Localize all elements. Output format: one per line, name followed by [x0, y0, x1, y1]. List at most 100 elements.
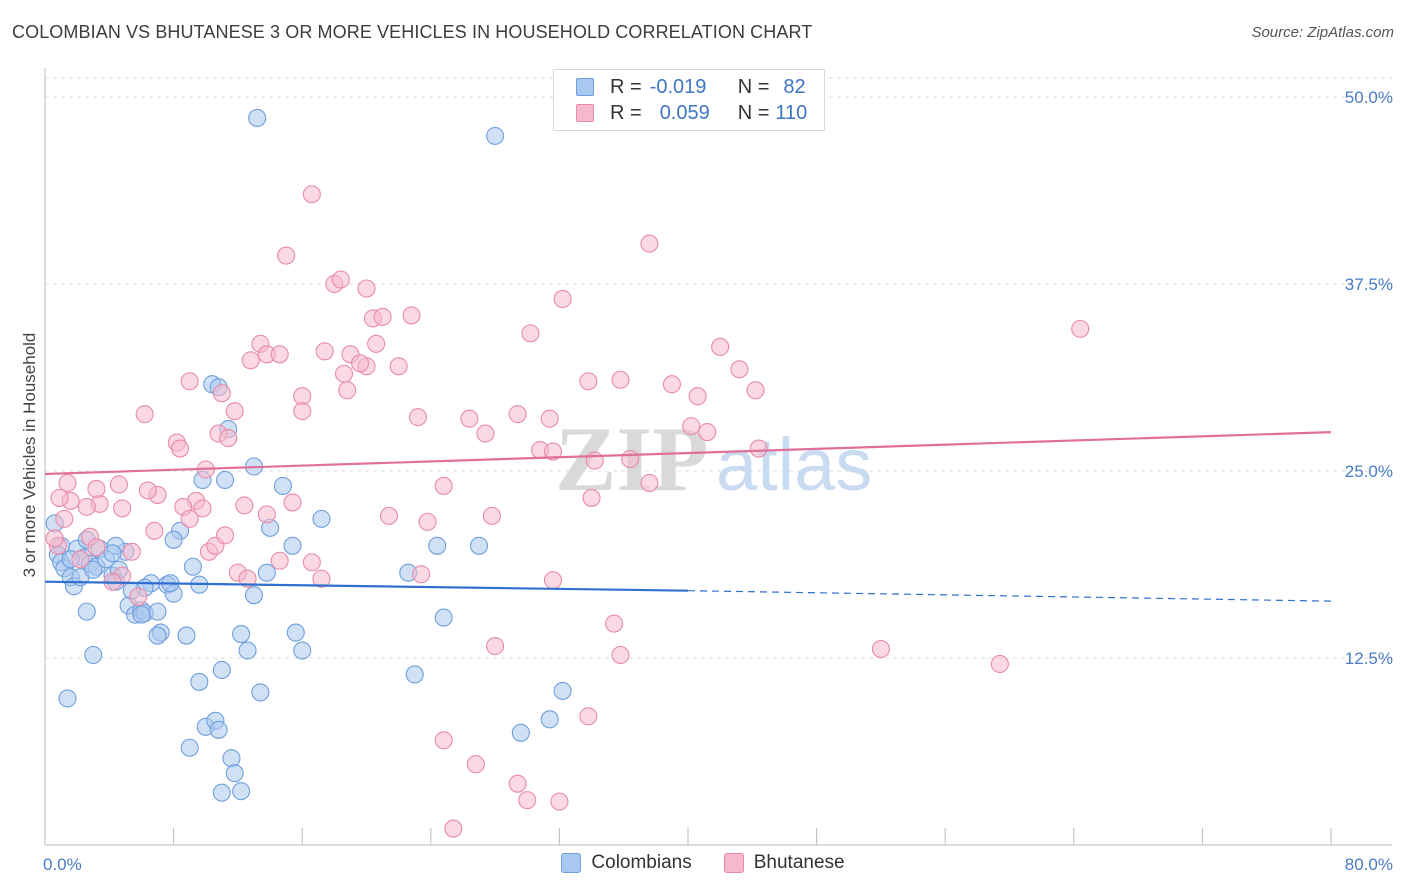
- bhutanese-point: [749, 439, 768, 458]
- colombians-point: [190, 672, 209, 691]
- colombians-point: [469, 536, 489, 555]
- bhutanese-swatch: [723, 853, 744, 873]
- colombians-point: [215, 470, 235, 490]
- bhutanese-point: [71, 550, 90, 569]
- bhutanese-point: [215, 526, 235, 545]
- colombians-point: [238, 641, 257, 660]
- bhutanese-point: [412, 565, 431, 584]
- colombians-point: [180, 738, 199, 757]
- bhutanese-point: [58, 473, 77, 493]
- colombians-point: [257, 563, 276, 582]
- colombians-point: [251, 683, 270, 702]
- bhutanese-point: [543, 571, 563, 590]
- bhutanese-point: [87, 479, 106, 499]
- colombians-point: [511, 723, 530, 742]
- colombians-point: [84, 645, 103, 665]
- bhutanese-point: [351, 354, 370, 373]
- colombians-point: [248, 108, 267, 127]
- bhutanese-point: [585, 451, 604, 470]
- bhutanese-point: [379, 506, 399, 525]
- bhutanese-point: [373, 307, 392, 326]
- source-label: Source: ZipAtlas.com: [1251, 24, 1394, 41]
- bhutanese-point: [402, 306, 421, 325]
- bhutanese-point: [338, 381, 357, 400]
- r-label: R =: [610, 101, 642, 124]
- n-value: 110: [775, 101, 808, 124]
- bhutanese-point: [553, 289, 572, 309]
- bhutanese-swatch: [576, 104, 594, 122]
- bhutanese-point: [682, 417, 701, 436]
- chart-title: COLOMBIAN VS BHUTANESE 3 OR MORE VEHICLE…: [12, 22, 813, 42]
- legend-item-bhutanese: Bhutanese: [723, 852, 845, 874]
- bhutanese-point: [486, 636, 505, 656]
- colombians-point: [283, 536, 302, 555]
- bhutanese-point: [389, 357, 408, 376]
- bhutanese-point: [508, 405, 527, 424]
- bhutanese-point: [543, 442, 563, 461]
- bhutanese-point: [1071, 319, 1090, 338]
- legend-row-bhutanese: R = 0.059 N = 110: [576, 101, 807, 125]
- bhutanese-point: [418, 512, 437, 531]
- colombians-point: [183, 557, 202, 576]
- bhutanese-point: [611, 370, 630, 389]
- colombians-point: [103, 544, 122, 563]
- colombians-point: [434, 608, 453, 627]
- bhutanese-point: [302, 553, 321, 572]
- y-tick-label: 25.0%: [1345, 462, 1393, 481]
- bhutanese-point: [688, 387, 707, 406]
- y-tick-label: 50.0%: [1345, 88, 1393, 107]
- bhutanese-point: [87, 538, 106, 557]
- bhutanese-point: [235, 496, 254, 515]
- bhutanese-point: [334, 364, 354, 383]
- axes: [44, 68, 1392, 846]
- bhutanese-point: [871, 639, 890, 659]
- series-legend: Colombians Bhutanese: [0, 852, 1406, 874]
- bhutanese-point: [138, 481, 157, 500]
- bhutanese-point: [113, 499, 132, 518]
- colombians-point: [405, 665, 424, 684]
- bhutanese-point: [408, 408, 427, 427]
- colombians-point: [58, 689, 77, 708]
- bhutanese-point: [109, 475, 128, 494]
- colombians-points: [45, 108, 572, 802]
- colombians-point: [164, 530, 183, 549]
- bhutanese-point: [444, 819, 463, 838]
- bhutanese-point: [277, 246, 296, 265]
- colombians-point: [212, 783, 231, 802]
- bhutanese-point: [315, 342, 334, 361]
- bhutanese-point: [508, 774, 527, 793]
- colombians-point: [540, 710, 559, 729]
- bhutanese-point: [711, 337, 730, 356]
- bhutanese-point: [367, 334, 386, 353]
- watermark-atlas: atlas: [716, 423, 872, 506]
- colombians-trend-line: [44, 580, 689, 592]
- colombians-point: [209, 720, 228, 739]
- bhutanese-point: [434, 731, 453, 750]
- bhutanese-point: [45, 529, 64, 548]
- bhutanese-point: [312, 569, 331, 588]
- bhutanese-point: [129, 587, 148, 606]
- legend-item-colombians: Colombians: [561, 852, 692, 874]
- bhutanese-point: [640, 473, 659, 493]
- n-label: N =: [737, 101, 770, 124]
- bhutanese-point: [135, 405, 154, 424]
- bhutanese-point: [640, 234, 659, 253]
- bhutanese-point: [746, 381, 765, 400]
- bhutanese-point: [730, 360, 749, 379]
- bhutanese-point: [225, 402, 244, 421]
- bhutanese-point: [170, 439, 190, 458]
- bhutanese-point: [605, 614, 624, 633]
- bhutanese-point: [540, 409, 559, 428]
- bhutanese-point: [270, 345, 289, 364]
- bhutanese-point: [270, 551, 289, 570]
- bhutanese-point: [698, 423, 717, 442]
- bhutanese-point: [357, 279, 376, 298]
- colombians-point: [132, 605, 151, 624]
- bhutanese-point: [521, 324, 540, 343]
- bhutanese-point: [582, 488, 601, 507]
- bhutanese-point: [550, 792, 569, 811]
- bhutanese-point: [122, 542, 141, 561]
- x-tick-label: 0.0%: [43, 855, 82, 874]
- colombians-swatch: [576, 78, 594, 96]
